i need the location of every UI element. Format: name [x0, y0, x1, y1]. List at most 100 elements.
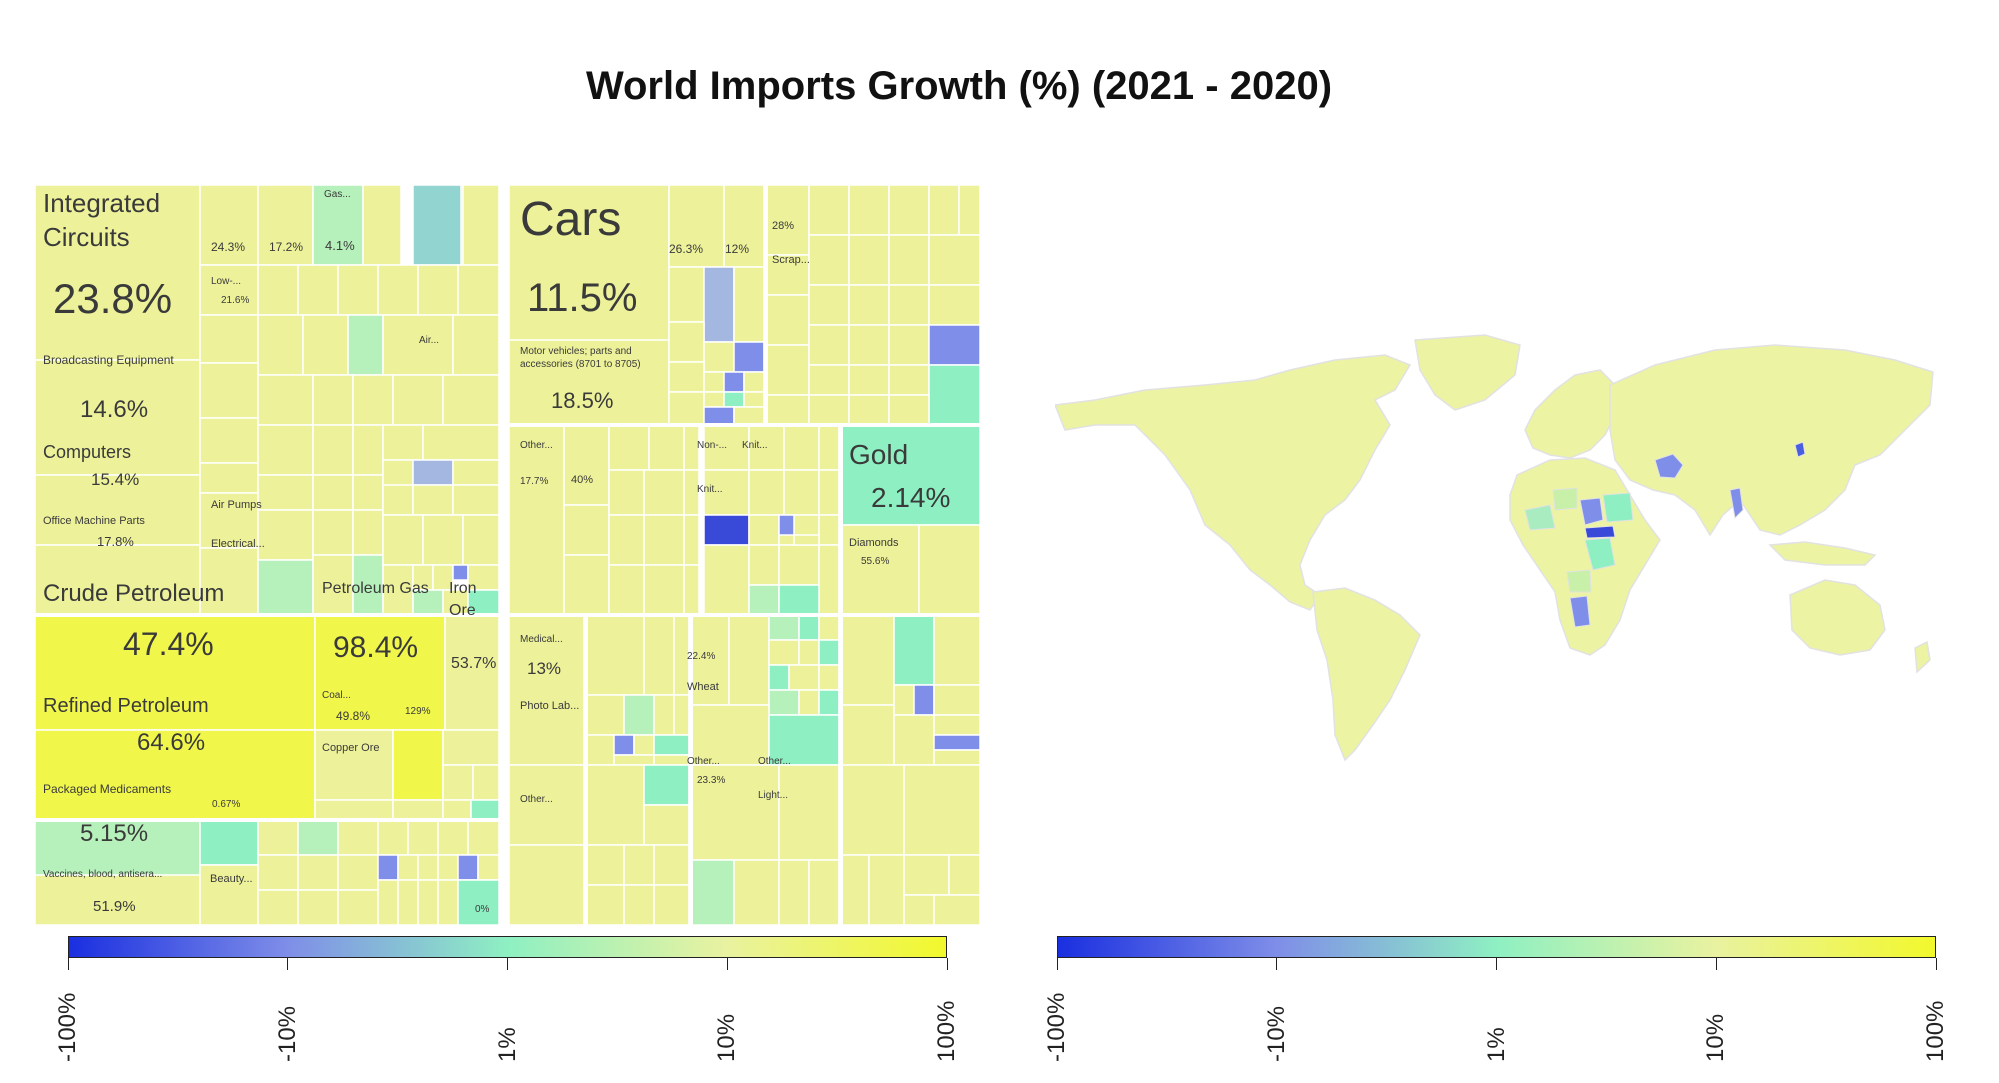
treemap-tile-204 [583, 734, 615, 766]
treemap-tile-46 [312, 509, 354, 556]
tile-value-vaccines: 51.9% [93, 898, 136, 915]
treemap-tile-229 [838, 704, 895, 766]
treemap-tile-249 [778, 764, 840, 861]
treemap-tile-82 [199, 864, 259, 925]
treemap-tile-25 [199, 417, 259, 464]
treemap-tile-122 [668, 391, 705, 426]
treemap-tile-223 [818, 689, 840, 716]
australia-shape [1789, 579, 1886, 656]
treemap-tile-255 [903, 764, 980, 856]
treemap-tile-219 [788, 664, 820, 691]
treemap-tile-157 [508, 424, 565, 616]
treemap-tile-239 [643, 764, 690, 806]
treemap-tile-202 [653, 694, 675, 736]
treemap-tile-205 [613, 734, 635, 756]
treemap-tile-4 [199, 185, 259, 266]
treemap-tile-26 [199, 462, 259, 494]
treemap-tile-167 [608, 514, 645, 566]
treemap-tile-127 [733, 406, 765, 426]
treemap-tile-117 [733, 341, 765, 373]
treemap-separator-9 [839, 613, 843, 925]
treemap-tile-21 [347, 314, 384, 376]
treemap-tile-43 [412, 459, 454, 486]
treemap-tile-153 [928, 364, 980, 426]
colorbar-right-tick-3 [1715, 958, 1717, 970]
treemap-tile-143 [928, 284, 980, 326]
treemap-tile-228 [933, 614, 980, 686]
treemap-separator-8 [689, 613, 693, 925]
colorbar-left [68, 936, 947, 958]
treemap-tile-20 [302, 314, 349, 376]
tile-label-vaccines: Vaccines, blood, antisera... [43, 869, 162, 880]
colorbar-left-tick-2 [507, 958, 508, 970]
country-niger-shape [1552, 487, 1578, 511]
treemap-tile-125 [743, 391, 765, 408]
treemap-tile-130 [848, 185, 890, 236]
treemap-tile-30 [312, 374, 354, 426]
treemap-tile-233 [893, 714, 935, 766]
treemap-tile-100 [297, 889, 339, 925]
treemap-tile-93 [377, 854, 399, 881]
tile-label-integrated-circuits: Integrated [43, 188, 160, 218]
treemap-tile-19 [257, 314, 304, 376]
colorbar-left-tick-label-2: 1% [493, 1027, 521, 1062]
treemap-tile-39 [257, 474, 314, 511]
treemap-tile-145 [808, 324, 850, 366]
treemap-tile-28 [199, 547, 259, 616]
tile-label-refined-petroleum: Refined Petroleum [43, 695, 209, 717]
treemap-tile-131 [888, 185, 930, 236]
treemap-tile-192 [778, 584, 820, 616]
treemap-tile-216 [798, 639, 820, 666]
treemap-tile-49 [412, 484, 454, 516]
tile-value-233: 23.3% [697, 775, 725, 786]
country-angola-shape [1566, 569, 1592, 593]
treemap-tile-83 [257, 819, 299, 856]
treemap-tile-248 [688, 764, 780, 861]
tile-label-gold: Gold [849, 439, 908, 470]
treemap-tile-213 [798, 614, 820, 641]
tile-label-gas: Gas... [324, 189, 351, 200]
south-america-shape [1312, 587, 1421, 762]
treemap-tile-120 [723, 371, 745, 393]
treemap-tile-103 [397, 879, 419, 925]
treemap-tile-27 [199, 492, 259, 549]
treemap-tile-133 [958, 185, 980, 236]
colorbar-right-tick-label-3: 10% [1702, 1013, 1730, 1062]
treemap-tile-98 [477, 854, 500, 881]
tile-value-28: 28% [772, 220, 794, 232]
treemap-tile-232 [933, 684, 980, 716]
treemap-tile-222 [798, 689, 820, 716]
treemap-tile-36 [352, 424, 384, 476]
treemap-tile-64 [467, 589, 500, 616]
tile-label-iron-ore-2: Ore [449, 602, 476, 619]
tile-label-iron-ore: Iron [449, 580, 477, 597]
tile-label-diamonds: Diamonds [849, 537, 899, 549]
treemap-tile-87 [407, 819, 439, 856]
treemap-tile-11 [199, 264, 259, 316]
treemap-tile-1 [35, 359, 201, 476]
treemap-separator-1 [35, 818, 499, 822]
treemap-tile-254 [838, 764, 905, 856]
tile-label-other-3: Other... [687, 756, 720, 767]
treemap-tile-48 [382, 484, 414, 516]
treemap-tile-119 [703, 371, 725, 393]
country-chad-shape [1579, 497, 1604, 526]
colorbar-right-tick-label-1: -10% [1262, 1005, 1290, 1062]
colorbar-left-tick-label-4: 100% [933, 1000, 960, 1062]
treemap-tile-168 [643, 514, 685, 566]
treemap-separator-5 [764, 185, 768, 425]
treemap-tile-29 [257, 374, 314, 426]
treemap-tile-60 [452, 564, 469, 581]
treemap-tile-69 [314, 729, 394, 801]
treemap-tile-195 [918, 524, 980, 616]
treemap-separator-6 [839, 423, 843, 615]
treemap-tile-158 [563, 424, 610, 506]
treemap-tile-81 [199, 819, 259, 866]
treemap-tile-241 [508, 844, 585, 925]
treemap-tile-35 [312, 424, 354, 476]
tile-value-177: 17.7% [520, 476, 548, 487]
colorbar-left-tick-3 [726, 958, 728, 970]
treemap-tile-240 [643, 804, 690, 846]
treemap-tile-234 [933, 714, 980, 736]
treemap-tile-207 [653, 734, 690, 756]
